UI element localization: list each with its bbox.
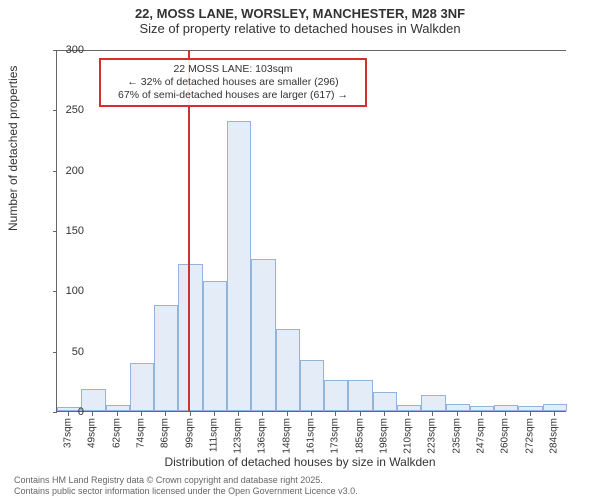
- xtick-mark: [335, 412, 336, 416]
- annotation-line: 22 MOSS LANE: 103sqm: [109, 63, 357, 76]
- footer-line2: Contains public sector information licen…: [14, 486, 358, 497]
- xtick-label: 111sqm: [208, 418, 219, 452]
- xtick-mark: [92, 412, 93, 416]
- histogram-bar: [106, 405, 130, 411]
- histogram-bar: [421, 395, 445, 411]
- histogram-bar: [348, 380, 372, 411]
- ytick-mark: [53, 50, 57, 51]
- annotation-line: ← 32% of detached houses are smaller (29…: [109, 76, 357, 89]
- xtick-label: 284sqm: [548, 418, 559, 454]
- xtick-mark: [287, 412, 288, 416]
- footer-attribution: Contains HM Land Registry data © Crown c…: [14, 475, 358, 497]
- xtick-label: 62sqm: [111, 418, 122, 448]
- footer-line1: Contains HM Land Registry data © Crown c…: [14, 475, 358, 486]
- xtick-label: 136sqm: [257, 418, 268, 454]
- xtick-label: 37sqm: [63, 418, 74, 448]
- histogram-bar: [470, 406, 494, 411]
- histogram-bar: [130, 363, 154, 411]
- x-axis-title: Distribution of detached houses by size …: [0, 455, 600, 469]
- histogram-bar: [154, 305, 178, 411]
- xtick-mark: [384, 412, 385, 416]
- xtick-mark: [141, 412, 142, 416]
- histogram-bar: [276, 329, 300, 411]
- plot-top-border: [57, 50, 566, 51]
- xtick-label: 247sqm: [476, 418, 487, 454]
- xtick-label: 161sqm: [306, 418, 317, 454]
- ytick-mark: [53, 231, 57, 232]
- xtick-label: 74sqm: [136, 418, 147, 448]
- histogram-bar: [81, 389, 105, 411]
- histogram-bar: [300, 360, 324, 411]
- histogram-bar: [543, 404, 567, 411]
- ytick-mark: [53, 110, 57, 111]
- xtick-label: 235sqm: [451, 418, 462, 454]
- ytick-label: 50: [54, 346, 84, 358]
- xtick-mark: [117, 412, 118, 416]
- xtick-label: 223sqm: [427, 418, 438, 454]
- xtick-mark: [190, 412, 191, 416]
- xtick-label: 210sqm: [403, 418, 414, 454]
- plot-area: 22 MOSS LANE: 103sqm← 32% of detached ho…: [56, 50, 566, 412]
- ytick-mark: [53, 291, 57, 292]
- xtick-label: 173sqm: [330, 418, 341, 454]
- histogram-bar: [373, 392, 397, 411]
- xtick-mark: [165, 412, 166, 416]
- ytick-mark: [53, 352, 57, 353]
- histogram-bar: [446, 404, 470, 411]
- xtick-label: 123sqm: [233, 418, 244, 454]
- title-line1: 22, MOSS LANE, WORSLEY, MANCHESTER, M28 …: [0, 6, 600, 21]
- xtick-mark: [505, 412, 506, 416]
- histogram-bar: [203, 281, 227, 411]
- histogram-bar: [397, 405, 421, 411]
- histogram-bar: [518, 406, 542, 411]
- xtick-mark: [311, 412, 312, 416]
- xtick-label: 49sqm: [87, 418, 98, 448]
- ytick-label: 250: [54, 104, 84, 116]
- xtick-mark: [432, 412, 433, 416]
- histogram-bar: [178, 264, 202, 411]
- xtick-label: 148sqm: [281, 418, 292, 454]
- ytick-label: 300: [54, 44, 84, 56]
- xtick-label: 185sqm: [354, 418, 365, 454]
- xtick-mark: [408, 412, 409, 416]
- ytick-mark: [53, 412, 57, 413]
- histogram-bar: [251, 259, 275, 411]
- annotation-callout: 22 MOSS LANE: 103sqm← 32% of detached ho…: [99, 58, 367, 107]
- xtick-mark: [530, 412, 531, 416]
- xtick-label: 272sqm: [524, 418, 535, 454]
- xtick-label: 260sqm: [500, 418, 511, 454]
- xtick-mark: [554, 412, 555, 416]
- histogram-bar: [227, 121, 251, 411]
- xtick-mark: [68, 412, 69, 416]
- xtick-mark: [238, 412, 239, 416]
- annotation-line: 67% of semi-detached houses are larger (…: [109, 89, 357, 102]
- ytick-mark: [53, 171, 57, 172]
- xtick-label: 198sqm: [378, 418, 389, 454]
- xtick-mark: [262, 412, 263, 416]
- title-line2: Size of property relative to detached ho…: [0, 21, 600, 36]
- xtick-mark: [457, 412, 458, 416]
- xtick-mark: [481, 412, 482, 416]
- histogram-bar: [494, 405, 518, 411]
- xtick-label: 86sqm: [160, 418, 171, 448]
- chart-title-block: 22, MOSS LANE, WORSLEY, MANCHESTER, M28 …: [0, 0, 600, 36]
- ytick-label: 200: [54, 165, 84, 177]
- xtick-mark: [360, 412, 361, 416]
- xtick-mark: [214, 412, 215, 416]
- xtick-label: 99sqm: [184, 418, 195, 448]
- ytick-label: 150: [54, 225, 84, 237]
- y-axis-title: Number of detached properties: [6, 66, 20, 231]
- histogram-bar: [324, 380, 348, 411]
- ytick-label: 100: [54, 285, 84, 297]
